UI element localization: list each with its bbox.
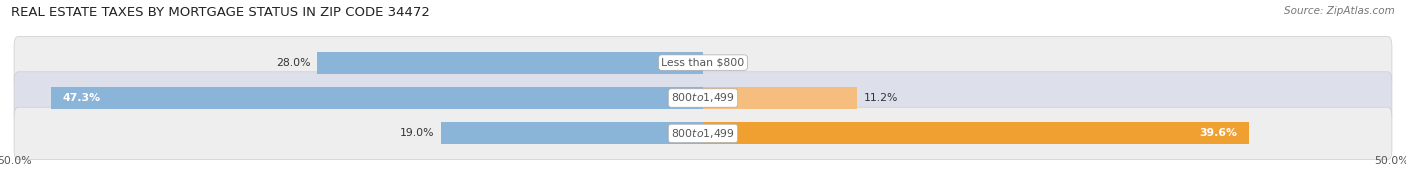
Bar bbox=[318, 52, 703, 74]
Text: 39.6%: 39.6% bbox=[1199, 128, 1237, 138]
FancyBboxPatch shape bbox=[14, 72, 1392, 124]
Bar bbox=[703, 122, 1249, 144]
Bar bbox=[51, 87, 703, 109]
Text: Less than $800: Less than $800 bbox=[661, 58, 745, 68]
Text: 19.0%: 19.0% bbox=[399, 128, 434, 138]
Text: Source: ZipAtlas.com: Source: ZipAtlas.com bbox=[1284, 6, 1395, 16]
Text: 28.0%: 28.0% bbox=[276, 58, 311, 68]
Bar bbox=[441, 122, 703, 144]
Bar bbox=[703, 87, 858, 109]
Text: $800 to $1,499: $800 to $1,499 bbox=[671, 127, 735, 140]
Text: 11.2%: 11.2% bbox=[865, 93, 898, 103]
Text: 47.3%: 47.3% bbox=[62, 93, 100, 103]
Text: 0.0%: 0.0% bbox=[714, 58, 742, 68]
Text: $800 to $1,499: $800 to $1,499 bbox=[671, 92, 735, 104]
FancyBboxPatch shape bbox=[14, 107, 1392, 160]
Text: REAL ESTATE TAXES BY MORTGAGE STATUS IN ZIP CODE 34472: REAL ESTATE TAXES BY MORTGAGE STATUS IN … bbox=[11, 6, 430, 19]
FancyBboxPatch shape bbox=[14, 36, 1392, 89]
